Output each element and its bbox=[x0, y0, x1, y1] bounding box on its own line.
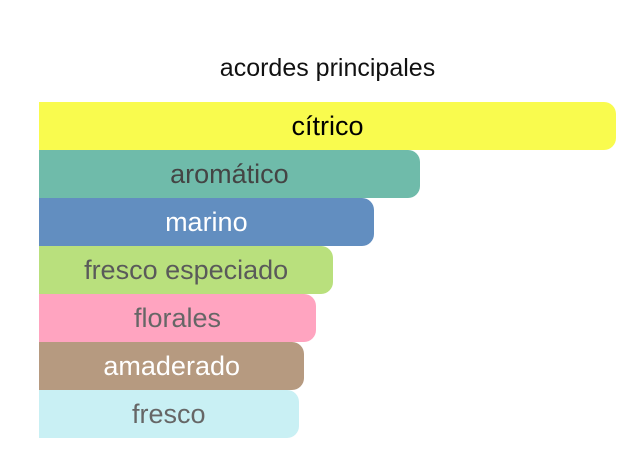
accord-label: cítrico bbox=[291, 110, 364, 141]
accord-label: fresco bbox=[132, 398, 206, 429]
accord-label: fresco especiado bbox=[84, 254, 289, 285]
accord-bar: amaderado bbox=[39, 342, 305, 390]
accord-bars: cítrico aromático marino fresco especiado fl… bbox=[39, 102, 616, 438]
accord-bar: marino bbox=[39, 198, 374, 246]
accord-label: florales bbox=[133, 302, 221, 333]
accord-bar: cítrico bbox=[39, 102, 616, 150]
accord-label: marino bbox=[165, 206, 248, 237]
accord-bar: fresco bbox=[39, 390, 299, 438]
chart-title: acordes principales bbox=[219, 54, 436, 82]
accord-label: aromático bbox=[170, 158, 289, 189]
accord-bar: florales bbox=[39, 294, 316, 342]
accord-bar: aromático bbox=[39, 150, 420, 198]
accord-bar: fresco especiado bbox=[39, 246, 334, 294]
accord-label: amaderado bbox=[103, 350, 240, 381]
